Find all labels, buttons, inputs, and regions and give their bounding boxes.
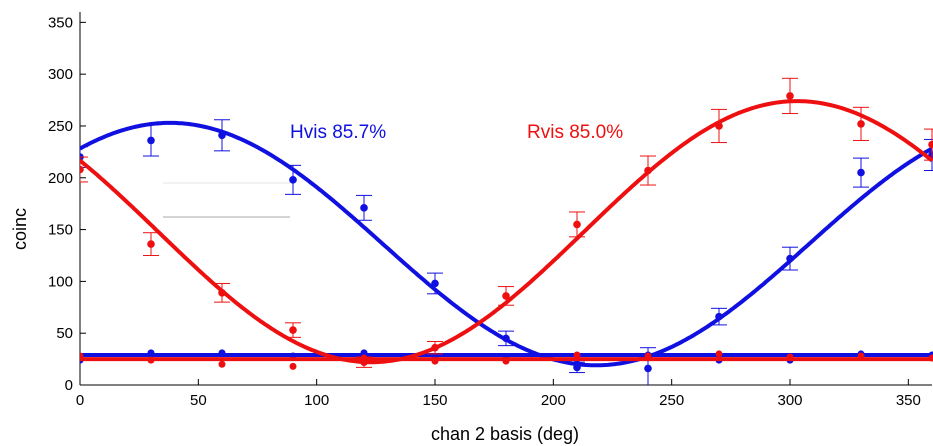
y-tick-label: 150: [48, 222, 73, 239]
background-point: [644, 352, 652, 360]
data-point: [644, 364, 652, 373]
data-point: [431, 279, 439, 288]
data-point: [147, 136, 155, 145]
data-point: [502, 334, 510, 343]
x-tick-label: 350: [896, 392, 921, 409]
data-point: [360, 358, 368, 367]
x-tick-label: 300: [777, 392, 802, 409]
background-point: [360, 349, 368, 357]
background-point: [786, 353, 794, 361]
data-point: [502, 292, 510, 300]
data-point: [928, 140, 933, 149]
y-tick-label: 250: [48, 118, 73, 135]
y-tick-label: 100: [48, 273, 73, 290]
data-point: [573, 363, 581, 372]
data-point: [857, 168, 865, 177]
background-point: [928, 354, 933, 362]
background-point: [715, 350, 723, 358]
y-tick-label: 200: [48, 170, 73, 187]
annotation-rvis: Rvis 85.0%: [527, 122, 623, 143]
background-point: [218, 360, 226, 368]
series-1: [80, 77, 933, 370]
x-tick-label: 250: [659, 392, 684, 409]
y-tick-label: 300: [48, 66, 73, 83]
axes: [79, 12, 932, 386]
x-tick-label: 0: [76, 392, 84, 409]
data-point: [360, 204, 368, 212]
x-tick-label: 50: [190, 392, 207, 409]
data-point: [786, 254, 794, 263]
y-tick-label: 0: [65, 377, 73, 394]
background-point: [218, 349, 226, 357]
background-point: [502, 357, 510, 365]
background-point: [80, 352, 84, 360]
annotation-hvis: Hvis 85.7%: [290, 122, 386, 143]
data-point: [715, 312, 723, 321]
data-point: [289, 176, 297, 184]
data-point: [786, 92, 794, 100]
data-point: [80, 165, 84, 174]
data-point: [857, 120, 865, 128]
fit-curve: [80, 99, 933, 365]
background-point: [147, 349, 155, 357]
x-tick-label: 150: [422, 392, 447, 409]
background-point: [573, 351, 581, 359]
data-point: [147, 240, 155, 248]
y-tick-label: 50: [56, 325, 73, 342]
background-point: [431, 357, 439, 365]
data-point: [431, 343, 439, 352]
background-point: [857, 352, 865, 360]
x-tick-label: 200: [541, 392, 566, 409]
plot-area: [80, 77, 933, 385]
x-axis-title: chan 2 basis (deg): [431, 424, 579, 444]
data-point: [289, 326, 297, 334]
x-tick-label: 100: [304, 392, 329, 409]
data-point: [218, 131, 226, 140]
y-axis-title: coinc: [10, 208, 30, 250]
data-point: [715, 122, 723, 130]
fit-curve: [80, 120, 933, 368]
background-point: [289, 362, 297, 370]
ticks: 0 50 100 150 200 250 300 350 0 50 100 150 200 250 300 3…: [48, 14, 921, 409]
y-tick-label: 350: [48, 14, 73, 31]
data-point: [218, 288, 226, 297]
data-point: [644, 166, 652, 175]
series-0: [80, 119, 933, 385]
background-point: [147, 356, 155, 364]
data-point: [573, 220, 581, 229]
